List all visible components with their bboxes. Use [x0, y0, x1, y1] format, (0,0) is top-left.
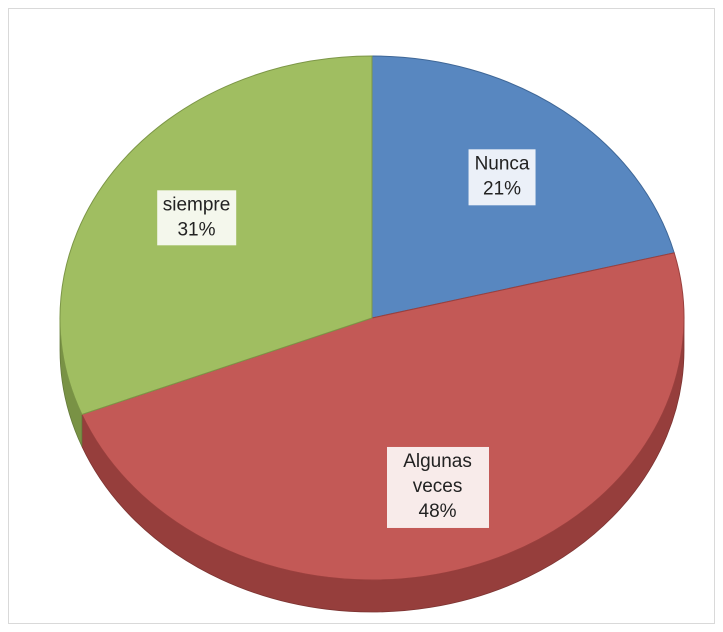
slice: [81, 252, 685, 581]
data-label: siempre 31%: [156, 190, 237, 246]
label-value: 31%: [177, 218, 216, 240]
data-label: Nunca 21%: [468, 149, 536, 205]
label-category: Nunca: [474, 153, 530, 175]
label-category: Algunas veces: [403, 451, 472, 498]
label-category: siempre: [162, 194, 231, 216]
label-value: 21%: [483, 178, 522, 200]
data-label: Algunas veces 48%: [386, 447, 489, 528]
label-value: 48%: [418, 500, 457, 522]
